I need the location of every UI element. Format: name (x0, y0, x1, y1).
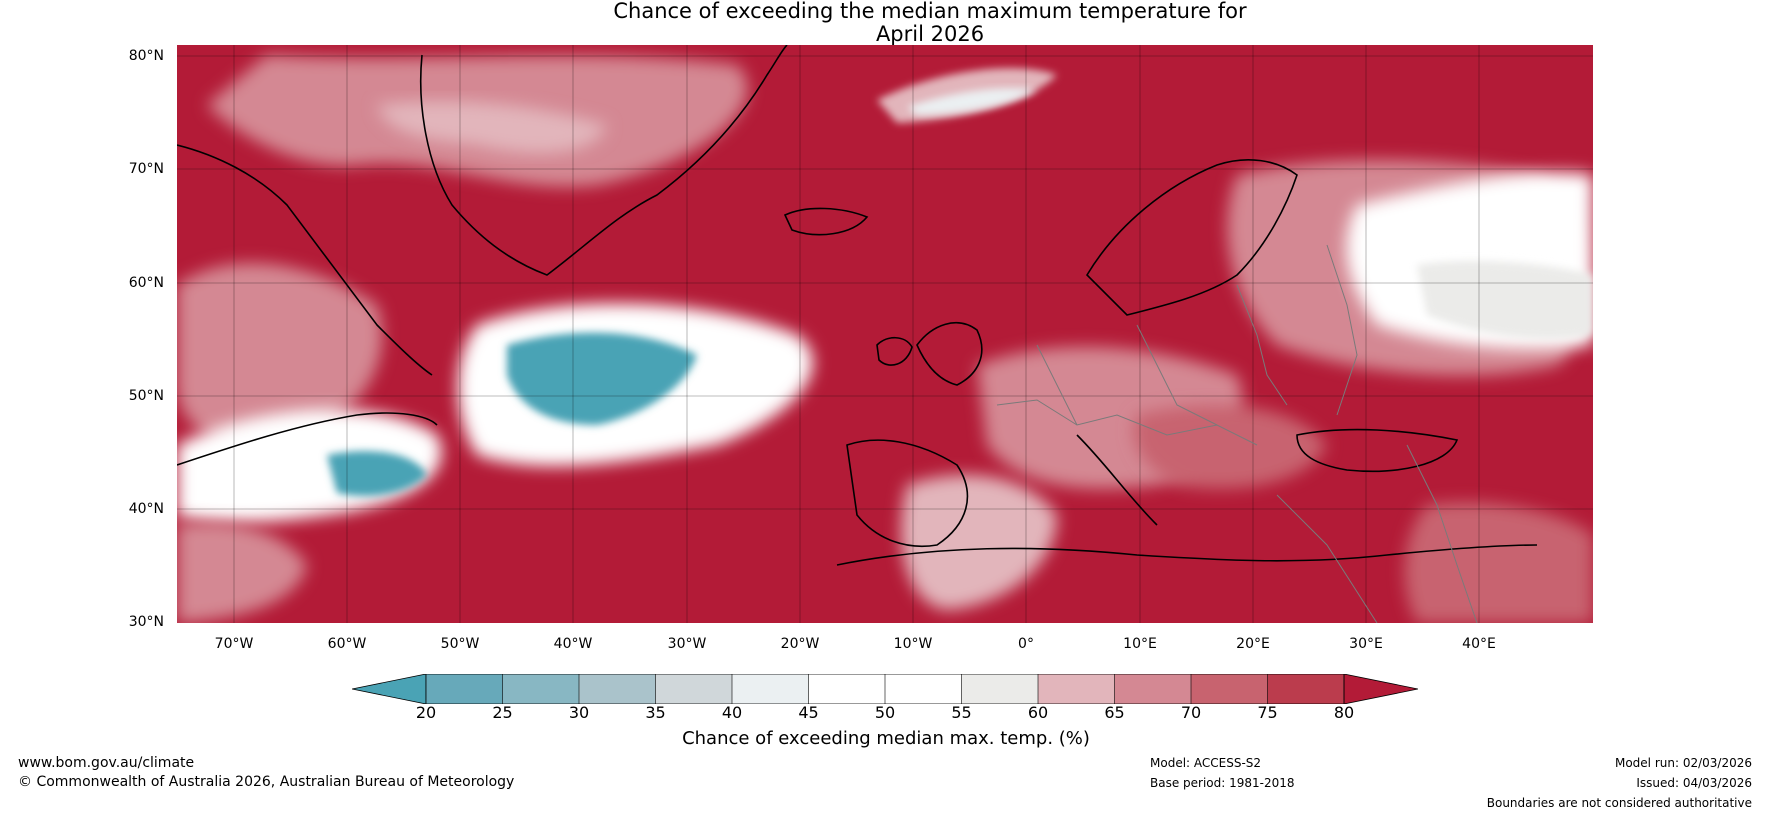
field-canada-70 (177, 263, 383, 447)
italy-coast (1076, 434, 1158, 526)
gridlines (177, 45, 1593, 623)
colorbar-bin-40-45 (732, 674, 809, 704)
colorbar-tick-65: 65 (1104, 703, 1125, 722)
footer-model-run: Model run: 02/03/2026 (1614, 756, 1752, 770)
colorbar-tick-25: 25 (492, 703, 513, 722)
colorbar-bin-20-25 (426, 674, 503, 704)
colorbar-tick-40: 40 (721, 703, 743, 722)
lon-label-30w: 30°W (667, 636, 707, 652)
colorbar-bin-65-70 (1114, 674, 1191, 704)
field-svalbard-40 (907, 88, 1037, 115)
iberia-coast (846, 439, 969, 547)
lon-label-0: 0° (1018, 636, 1034, 652)
lon-label-70w: 70°W (214, 636, 254, 652)
colorbar-bin-30-35 (579, 674, 656, 704)
great-britain-coast (916, 321, 983, 386)
map-title-line-1: Chance of exceeding the median maximum t… (613, 0, 1247, 23)
footer-issued: Issued: 04/03/2026 (1636, 776, 1752, 790)
lat-label-50n: 50°N (128, 388, 164, 404)
field-nova-scotia-20 (327, 451, 427, 496)
map-title: Chance of exceeding the median maximum t… (480, 0, 1380, 46)
lat-label-30n: 30°N (128, 614, 164, 630)
colorbar-tick-55: 55 (951, 703, 972, 722)
black-sea-coast (1296, 428, 1459, 473)
lon-label-40w: 40°W (553, 636, 593, 652)
colorbar-label: Chance of exceeding median max. temp. (%… (682, 728, 1090, 749)
field-south-west-70 (177, 522, 307, 623)
lon-label-10e: 10°E (1123, 636, 1157, 652)
ireland-coast (876, 336, 913, 366)
footer-disclaimer: Boundaries are not considered authoritat… (1486, 796, 1752, 810)
lon-label-40e: 40°E (1462, 636, 1496, 652)
greenland-coast (419, 45, 788, 276)
colorbar-bin-50-55 (885, 674, 962, 704)
field-middle-east-75 (1404, 502, 1593, 623)
colorbar-under-triangle (352, 674, 427, 704)
colorbar-bin-25-30 (502, 674, 579, 704)
colorbar-tick-45: 45 (798, 703, 819, 722)
colorbar-bin-60-65 (1038, 674, 1115, 704)
field-atlantic-20 (507, 332, 697, 425)
colorbar-bin-70-75 (1191, 674, 1268, 704)
footer-base-period: Base period: 1981-2018 (1150, 776, 1295, 790)
map-canvas (177, 45, 1593, 623)
colorbar-tick-60: 60 (1027, 703, 1049, 722)
field-greenland-65 (377, 101, 607, 154)
colorbar-tick-30: 30 (568, 703, 590, 722)
lat-label-80n: 80°N (128, 48, 164, 64)
colorbar-tick-80: 80 (1333, 703, 1355, 722)
lon-label-20w: 20°W (780, 636, 820, 652)
field-balkans-75 (1133, 405, 1327, 489)
lon-label-30e: 30°E (1349, 636, 1383, 652)
lat-label-60n: 60°N (128, 275, 164, 291)
colorbar-tick-50: 50 (874, 703, 896, 722)
footer-copyright: © Commonwealth of Australia 2026, Austra… (18, 774, 515, 790)
map-title-line-2: April 2026 (875, 22, 985, 46)
colorbar-bin-55-60 (961, 674, 1038, 704)
colorbar-bin-35-40 (655, 674, 732, 704)
iceland-coast (783, 207, 869, 236)
lon-label-10w: 10°W (893, 636, 933, 652)
colorbar-over-triangle (1343, 674, 1418, 704)
lat-label-40n: 40°N (128, 501, 164, 517)
probability-map (177, 45, 1593, 623)
field-russia-55 (1417, 260, 1593, 339)
lon-label-50w: 50°W (440, 636, 480, 652)
lon-label-20e: 20°E (1236, 636, 1270, 652)
scandinavia-coast (1085, 159, 1298, 316)
colorbar (352, 674, 1418, 704)
field-iberia-65 (901, 475, 1057, 610)
colorbar-tick-70: 70 (1180, 703, 1202, 722)
labrador-coast (177, 144, 433, 376)
colorbar-tick-20: 20 (415, 703, 437, 722)
footer-website: www.bom.gov.au/climate (18, 755, 195, 771)
north-africa-coast (836, 544, 1538, 566)
colorbar-bin-75-80 (1267, 674, 1344, 704)
lon-label-60w: 60°W (327, 636, 367, 652)
footer-model: Model: ACCESS-S2 (1150, 756, 1262, 770)
colorbar-outline (425, 674, 1345, 704)
probability-fields (177, 55, 1593, 623)
colorbar-bin-45-50 (808, 674, 885, 704)
colorbar-tick-35: 35 (645, 703, 666, 722)
lat-label-70n: 70°N (128, 161, 164, 177)
colorbar-tick-75: 75 (1257, 703, 1278, 722)
coastlines (177, 45, 1538, 566)
nova-scotia-coast (177, 412, 438, 466)
colorbar-dividers (502, 674, 1268, 704)
country-borders (996, 244, 1478, 623)
